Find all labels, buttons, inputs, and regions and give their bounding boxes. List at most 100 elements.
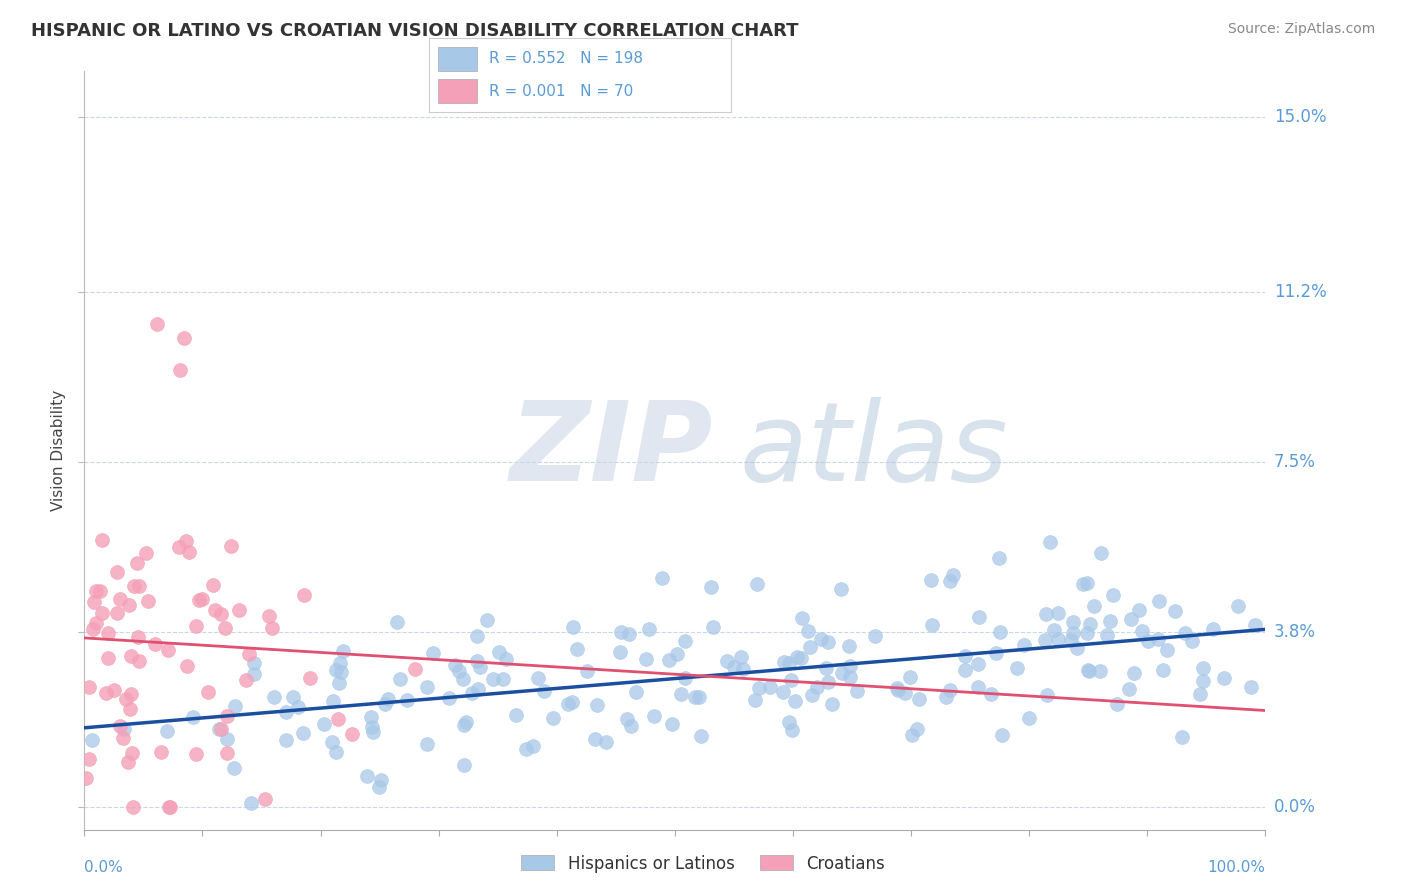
Point xyxy=(651,571,673,585)
Point xyxy=(443,658,465,673)
Point xyxy=(780,673,803,687)
Point xyxy=(321,735,343,749)
Point xyxy=(1136,634,1159,648)
Point xyxy=(242,667,264,681)
Text: 7.5%: 7.5% xyxy=(1274,453,1316,471)
Point xyxy=(328,675,350,690)
Point xyxy=(731,662,754,676)
Point xyxy=(77,751,100,765)
Point xyxy=(122,578,145,592)
Point xyxy=(177,545,200,559)
Point xyxy=(617,627,640,641)
Point xyxy=(125,556,148,570)
Point xyxy=(893,686,915,700)
Point xyxy=(759,681,782,695)
Point xyxy=(456,714,478,729)
Point xyxy=(83,594,105,608)
Point xyxy=(778,656,800,670)
Point xyxy=(1156,643,1178,657)
Point xyxy=(1018,711,1040,725)
Point xyxy=(105,607,128,621)
Point xyxy=(921,618,943,632)
Point xyxy=(217,732,239,747)
Point xyxy=(1083,599,1105,613)
Point xyxy=(984,646,1007,660)
Point xyxy=(186,619,208,633)
Point xyxy=(1118,681,1140,696)
Point xyxy=(863,629,886,643)
Point xyxy=(1226,599,1249,613)
Point xyxy=(240,796,263,810)
Point xyxy=(683,690,706,705)
Point xyxy=(299,671,322,685)
Point xyxy=(801,689,824,703)
Text: 15.0%: 15.0% xyxy=(1274,108,1326,127)
Point xyxy=(778,715,800,730)
Point xyxy=(557,697,579,711)
Point xyxy=(91,533,114,548)
Text: Source: ZipAtlas.com: Source: ZipAtlas.com xyxy=(1227,22,1375,37)
Point xyxy=(786,650,808,665)
Point xyxy=(988,551,1011,566)
Point xyxy=(367,780,389,795)
Point xyxy=(385,615,408,629)
Point xyxy=(204,603,226,617)
Point xyxy=(103,683,125,698)
Point xyxy=(748,681,770,695)
Point xyxy=(332,644,354,658)
Point xyxy=(939,574,962,588)
Point xyxy=(117,756,139,770)
Point xyxy=(108,719,131,733)
Point xyxy=(1090,546,1112,560)
Point xyxy=(991,728,1014,742)
Point xyxy=(105,566,128,580)
Point xyxy=(1033,633,1056,648)
Point xyxy=(610,624,633,639)
Point xyxy=(1062,625,1084,640)
Point xyxy=(939,682,962,697)
Point xyxy=(920,573,942,587)
Point xyxy=(1039,535,1062,549)
Point xyxy=(887,683,910,698)
Point xyxy=(262,621,284,635)
Point xyxy=(561,695,583,709)
Point xyxy=(274,733,297,747)
Point xyxy=(80,732,103,747)
Point xyxy=(219,539,242,553)
Point xyxy=(208,722,231,736)
Point xyxy=(1147,632,1170,646)
Point xyxy=(287,699,309,714)
Point xyxy=(118,701,141,715)
Point xyxy=(830,582,852,597)
Point xyxy=(1012,638,1035,652)
Point xyxy=(89,584,111,599)
Y-axis label: Vision Disability: Vision Disability xyxy=(51,390,66,511)
Point xyxy=(138,594,160,608)
Point xyxy=(326,712,349,726)
Point xyxy=(953,648,976,663)
Text: HISPANIC OR LATINO VS CROATIAN VISION DISABILITY CORRELATION CHART: HISPANIC OR LATINO VS CROATIAN VISION DI… xyxy=(31,22,799,40)
Point xyxy=(224,761,246,775)
Point xyxy=(616,712,638,726)
Point xyxy=(404,662,426,676)
Point xyxy=(624,685,647,699)
Point xyxy=(145,317,167,331)
Legend: Hispanics or Latinos, Croatians: Hispanics or Latinos, Croatians xyxy=(515,848,891,880)
Point xyxy=(370,773,392,788)
Point xyxy=(806,680,828,694)
Point xyxy=(838,639,860,653)
Point xyxy=(817,634,839,648)
Point xyxy=(1095,628,1118,642)
Point xyxy=(325,663,347,677)
Point xyxy=(110,592,132,607)
Point xyxy=(942,568,965,582)
Point xyxy=(184,747,207,761)
Point xyxy=(96,686,118,700)
Point xyxy=(361,720,384,734)
Point xyxy=(214,621,236,635)
Point xyxy=(235,673,257,687)
Point xyxy=(1043,623,1066,637)
Point xyxy=(217,747,239,761)
Point xyxy=(1077,663,1099,677)
Point xyxy=(1181,633,1204,648)
